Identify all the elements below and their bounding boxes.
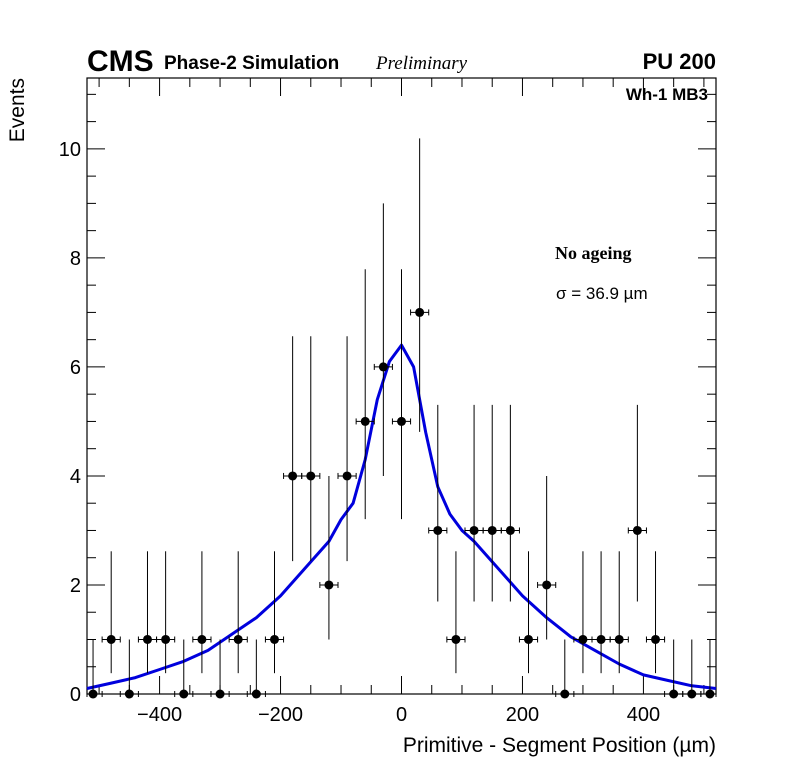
data-point bbox=[355, 269, 375, 520]
y-tick-label: 4 bbox=[70, 466, 81, 488]
data-point bbox=[428, 404, 448, 602]
data-marker bbox=[161, 634, 171, 644]
x-tick-label: 0 bbox=[396, 704, 407, 726]
data-marker bbox=[487, 525, 497, 535]
data-point bbox=[228, 551, 248, 674]
data-point bbox=[337, 336, 357, 562]
data-point bbox=[101, 551, 121, 674]
simulation-label: Phase-2 Simulation bbox=[164, 53, 339, 74]
data-point bbox=[464, 404, 484, 602]
data-marker bbox=[306, 471, 316, 481]
y-axis-title: Events bbox=[6, 78, 29, 142]
region-label: Wh-1 MB3 bbox=[626, 85, 708, 104]
data-marker bbox=[469, 525, 479, 535]
data-marker bbox=[197, 634, 207, 644]
data-marker bbox=[233, 634, 243, 644]
x-tick-label: −200 bbox=[258, 704, 303, 726]
data-marker bbox=[288, 471, 298, 481]
data-marker bbox=[342, 471, 352, 481]
data-point bbox=[645, 551, 666, 674]
data-marker bbox=[705, 689, 715, 699]
data-marker bbox=[215, 689, 225, 699]
data-point bbox=[192, 551, 212, 674]
data-marker bbox=[106, 634, 116, 644]
data-point bbox=[537, 475, 557, 640]
data-point bbox=[301, 336, 321, 562]
x-tick-labels: −400 −200 0 200 400 bbox=[137, 704, 660, 726]
data-point bbox=[555, 639, 575, 699]
data-point bbox=[664, 639, 684, 699]
data-marker bbox=[578, 634, 588, 644]
data-point bbox=[119, 639, 139, 699]
data-point bbox=[391, 269, 412, 520]
data-marker bbox=[378, 362, 388, 372]
y-tick-label: 10 bbox=[59, 139, 81, 161]
data-point bbox=[482, 404, 502, 602]
data-marker bbox=[614, 634, 624, 644]
data-point bbox=[283, 336, 303, 562]
data-marker bbox=[687, 689, 697, 699]
data-marker bbox=[124, 689, 134, 699]
data-point bbox=[573, 551, 593, 674]
y-tick-label: 0 bbox=[70, 684, 81, 706]
cms-label: CMS bbox=[87, 45, 154, 78]
data-marker bbox=[451, 634, 461, 644]
condition-label: No ageing bbox=[555, 243, 632, 263]
data-marker bbox=[651, 634, 661, 644]
data-point bbox=[682, 639, 702, 699]
x-tick-label: −400 bbox=[137, 704, 182, 726]
data-point bbox=[591, 551, 611, 674]
data-marker bbox=[269, 634, 279, 644]
data-marker bbox=[415, 307, 425, 317]
data-point bbox=[264, 551, 285, 674]
data-marker bbox=[360, 416, 370, 426]
x-tick-label: 200 bbox=[506, 704, 539, 726]
data-point bbox=[156, 551, 176, 674]
header-labels: CMS Phase-2 Simulation Preliminary PU 20… bbox=[87, 45, 716, 78]
data-marker bbox=[324, 580, 334, 590]
preliminary-label: Preliminary bbox=[375, 53, 468, 74]
x-tick-label: 400 bbox=[627, 704, 660, 726]
data-point bbox=[137, 551, 158, 674]
data-marker bbox=[596, 634, 606, 644]
data-marker bbox=[433, 525, 443, 535]
data-marker bbox=[542, 580, 552, 590]
data-point bbox=[518, 551, 539, 674]
x-axis-title: Primitive - Segment Position (µm) bbox=[403, 734, 716, 757]
data-point bbox=[500, 404, 520, 602]
sigma-label: σ = 36.9 µm bbox=[556, 284, 648, 303]
data-point bbox=[446, 551, 466, 674]
data-marker bbox=[179, 689, 189, 699]
y-tick-label: 6 bbox=[70, 357, 81, 379]
data-point bbox=[246, 639, 266, 699]
data-marker bbox=[669, 689, 679, 699]
data-point bbox=[609, 551, 629, 674]
data-marker bbox=[524, 634, 534, 644]
data-point bbox=[86, 639, 103, 699]
y-tick-label: 2 bbox=[70, 575, 81, 597]
pileup-label: PU 200 bbox=[643, 49, 716, 74]
axis-ticks bbox=[87, 78, 716, 695]
data-point bbox=[174, 639, 194, 699]
data-marker bbox=[632, 525, 642, 535]
data-point bbox=[410, 138, 430, 432]
data-marker bbox=[142, 634, 152, 644]
data-point bbox=[700, 639, 717, 699]
data-marker bbox=[505, 525, 515, 535]
data-marker bbox=[88, 689, 98, 699]
data-marker bbox=[397, 416, 406, 426]
y-tick-label: 8 bbox=[70, 248, 81, 270]
data-point bbox=[210, 639, 230, 699]
data-point bbox=[373, 203, 393, 476]
data-marker bbox=[251, 689, 261, 699]
data-point bbox=[627, 404, 647, 602]
data-marker bbox=[560, 689, 570, 699]
data-point bbox=[319, 475, 339, 640]
data-points bbox=[86, 138, 717, 699]
y-tick-labels: 0 2 4 6 8 10 bbox=[59, 139, 81, 706]
